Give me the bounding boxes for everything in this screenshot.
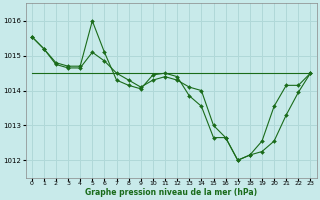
X-axis label: Graphe pression niveau de la mer (hPa): Graphe pression niveau de la mer (hPa): [85, 188, 257, 197]
